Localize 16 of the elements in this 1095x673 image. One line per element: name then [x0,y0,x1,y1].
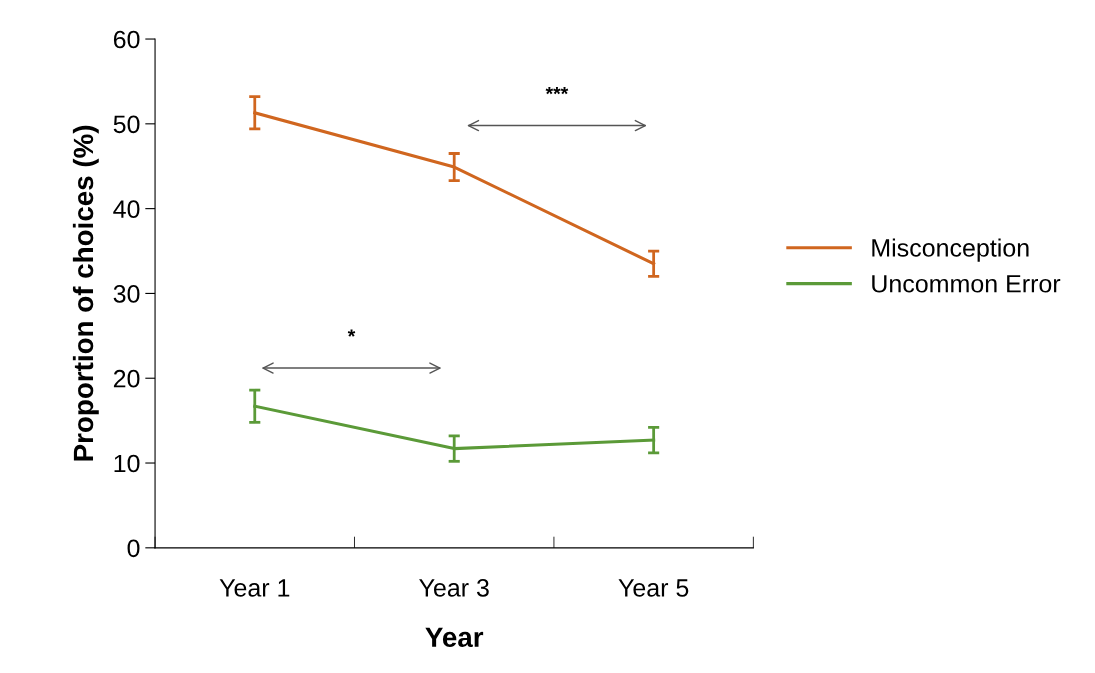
y-tick-label: 40 [113,200,140,218]
y-tick-label: 0 [127,539,140,558]
x-tick-label: Year 1 [219,579,290,597]
y-tick-label: 20 [113,369,140,388]
x-tick-label: Year 5 [618,579,689,597]
x-tick-label: Year 3 [419,579,489,597]
y-tick-label: 10 [114,454,140,473]
x-axis-title: Year [425,627,484,648]
legend-label: Misconception [872,238,1029,262]
annotation: * [347,329,356,337]
y-tick-label: 30 [113,285,140,303]
y-tick-label: 60 [113,30,140,49]
annotation: *** [545,86,569,95]
y-axis-title: Proportion of choices (%) [72,125,99,461]
y-tick-label: 50 [113,115,140,134]
legend-label: Uncommon Error [872,275,1061,293]
